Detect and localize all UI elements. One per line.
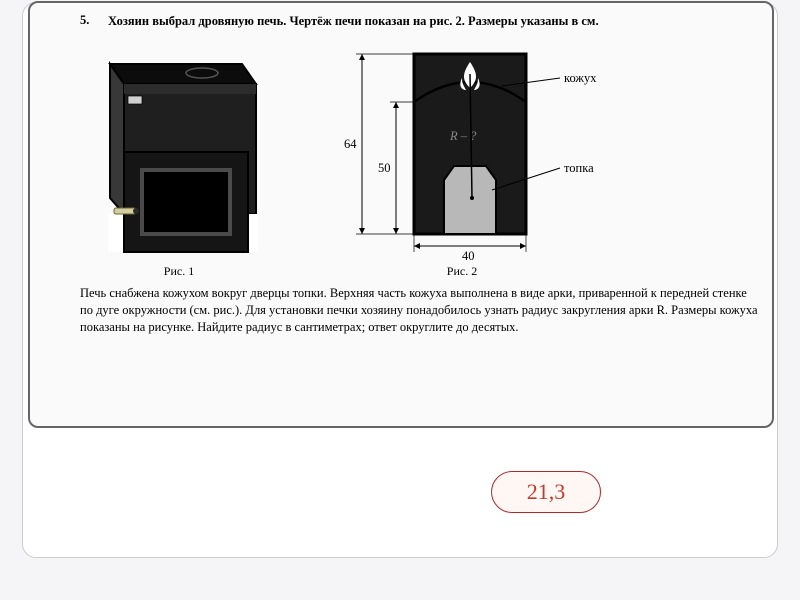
- figure-1: Рис. 1: [84, 40, 274, 279]
- answer-chip: 21,3: [491, 471, 601, 513]
- question-row: 5. Хозяин выбрал дровяную печь. Чертёж п…: [80, 13, 758, 30]
- figure-1-caption: Рис. 1: [164, 264, 194, 279]
- question-text: Хозяин выбрал дровяную печь. Чертёж печи…: [108, 13, 599, 30]
- dim-width: 40: [462, 249, 475, 260]
- figure-2-caption: Рис. 2: [447, 264, 477, 279]
- figure-2: R – ? кожух топка 64: [302, 40, 622, 279]
- page-card: 5. Хозяин выбрал дровяную печь. Чертёж п…: [22, 2, 778, 558]
- problem-body-text: Печь снабжена кожухом вокруг дверцы топк…: [80, 285, 758, 336]
- dim-outer-height: 64: [344, 137, 357, 151]
- diagram-drawing: R – ? кожух топка 64: [302, 40, 622, 260]
- firebox-label: топка: [564, 161, 594, 175]
- stove-illustration: [84, 40, 274, 260]
- casing-label: кожух: [564, 71, 597, 85]
- question-number: 5.: [80, 13, 92, 28]
- answer-value: 21,3: [527, 479, 566, 505]
- figures-row: Рис. 1: [80, 40, 758, 279]
- radius-label: R – ?: [449, 129, 477, 143]
- dim-inner-height: 50: [378, 161, 391, 175]
- problem-card: 5. Хозяин выбрал дровяную печь. Чертёж п…: [28, 1, 774, 428]
